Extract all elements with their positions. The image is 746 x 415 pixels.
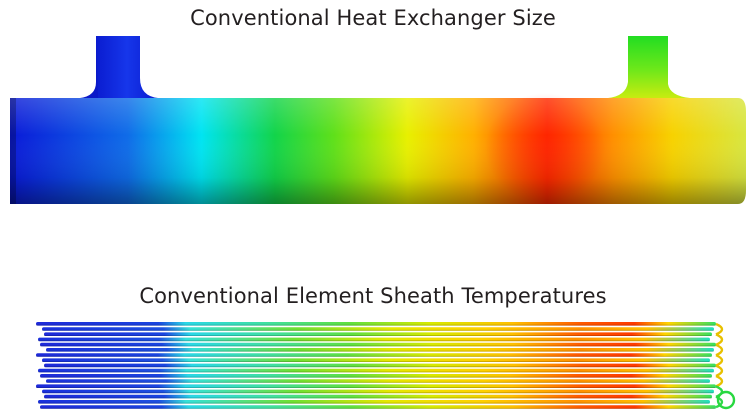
sheath-tube — [42, 358, 710, 362]
inlet-nozzle — [96, 36, 158, 98]
u-bend — [715, 322, 724, 336]
sheath-tube-bundle — [36, 322, 736, 410]
element-sheath-title: Conventional Element Sheath Temperatures — [139, 284, 607, 308]
sheath-tube-shadow — [46, 381, 710, 383]
sheath-tube — [46, 379, 710, 383]
sheath-tube — [38, 337, 710, 342]
u-bend — [715, 333, 724, 346]
u-bend — [715, 343, 724, 357]
sheath-tube — [36, 353, 712, 357]
sheath-tube — [44, 363, 716, 368]
heat-exchanger-diagram — [10, 36, 746, 204]
sheath-tube-shadow — [40, 345, 716, 347]
sheath-tube — [46, 348, 714, 352]
u-bend — [715, 364, 724, 378]
heat-exchanger-title: Conventional Heat Exchanger Size — [190, 6, 556, 30]
sheath-tube — [44, 332, 712, 336]
sheath-tube-shadow — [38, 371, 714, 373]
sheath-tube-shadow — [40, 376, 712, 378]
sheath-tube-shadow — [44, 366, 716, 368]
sheath-tube — [40, 374, 712, 378]
sheath-tube-shadow — [36, 324, 716, 326]
sheath-tube-shadow — [38, 340, 710, 342]
sheath-tube-shadow — [46, 350, 714, 352]
sheath-tube — [42, 389, 714, 394]
sheath-tube-shadow — [36, 387, 716, 388]
sheath-tube — [44, 394, 712, 399]
u-bend — [715, 354, 724, 367]
sheath-tube-shadow — [40, 407, 716, 409]
sheath-tube — [40, 342, 716, 347]
sheath-tube — [42, 327, 714, 331]
sheath-tube-shadow — [44, 397, 712, 399]
sheath-tube-shadow — [42, 392, 714, 394]
terminal-loop — [716, 390, 736, 410]
sheath-tube-shadow — [42, 329, 714, 331]
sheath-tube — [38, 400, 710, 404]
sheath-tube-shadow — [38, 402, 710, 404]
outlet-nozzle — [608, 36, 690, 98]
u-bend — [715, 374, 724, 388]
sheath-tube-shadow — [42, 361, 710, 362]
sheath-tube — [36, 384, 716, 388]
sheath-tube — [36, 322, 716, 326]
element-sheath-diagram — [36, 322, 736, 410]
sheath-tube-shadow — [36, 355, 712, 357]
sheath-tube — [38, 368, 714, 373]
sheath-tube — [40, 405, 716, 409]
sheath-tube-shadow — [44, 335, 712, 336]
